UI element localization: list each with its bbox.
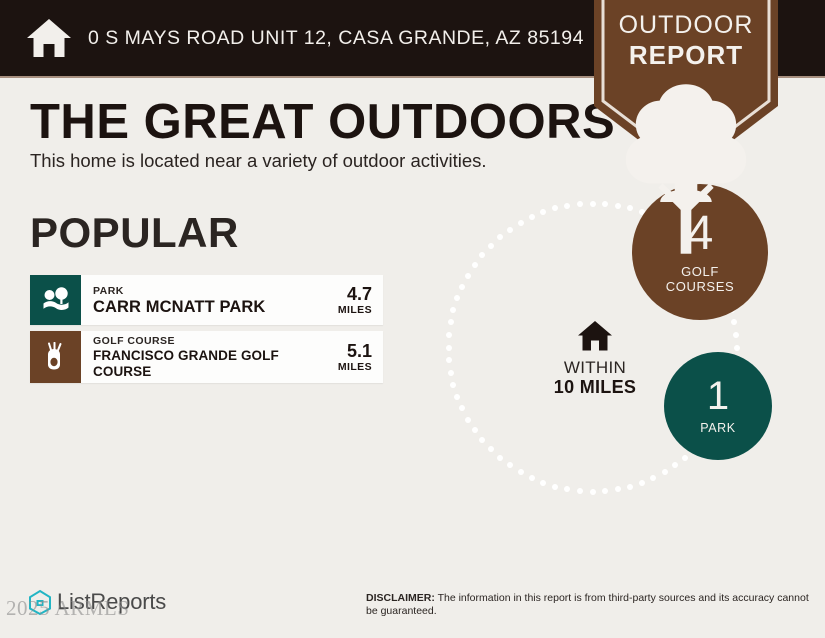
radius-center-label: WITHIN 10 MILES: [528, 320, 662, 398]
ring-dot: [650, 475, 657, 481]
ring-dot: [589, 200, 596, 207]
park-tree-icon: [30, 275, 81, 325]
list-item-distance: 5.1 MILES: [321, 331, 383, 383]
ring-dot: [732, 331, 739, 338]
ring-dot: [496, 454, 503, 461]
listreports-logo-text: ListReports: [57, 589, 167, 614]
list-item-category: GOLF COURSE: [93, 335, 175, 347]
page-subtitle: This home is located near a variety of o…: [30, 150, 487, 171]
ring-dot: [626, 205, 633, 212]
stat-label-line1: GOLF: [681, 264, 719, 279]
radius-line1: WITHIN: [563, 358, 627, 377]
ring-dot: [576, 201, 583, 208]
ring-dot: [589, 488, 596, 495]
ring-dot: [447, 369, 454, 376]
list-item-distance: 4.7 MILES: [321, 275, 383, 325]
ring-dot: [733, 344, 740, 351]
ring-dot: [458, 283, 465, 290]
ring-dot: [626, 483, 633, 490]
header-divider: [0, 76, 825, 78]
list-item-name: CARR MCNATT PARK: [93, 297, 266, 316]
ring-dot: [638, 209, 645, 216]
stat-count: 1: [706, 374, 730, 418]
ring-dot: [479, 251, 486, 258]
armls-watermark: 2025 ARMLS: [6, 596, 130, 620]
list-item-name: FRANCISCO GRANDE GOLF COURSE: [93, 348, 279, 379]
ring-dot: [672, 462, 679, 469]
ring-dot: [614, 202, 621, 209]
ring-dot: [454, 295, 461, 302]
list-item-category: PARK: [93, 284, 124, 297]
ring-dot: [517, 469, 524, 476]
ring-dot: [446, 357, 453, 364]
ring-dot: [576, 487, 583, 494]
disclaimer-text: The information in this report is from t…: [366, 592, 809, 617]
ring-dot: [528, 475, 535, 481]
list-item-body: GOLF COURSE FRANCISCO GRANDE GOLF COURSE: [81, 331, 321, 383]
ring-dot: [458, 405, 465, 412]
list-item[interactable]: PARK CARR MCNATT PARK 4.7 MILES: [30, 275, 383, 325]
radius-line2: 10 MILES: [553, 377, 637, 397]
ring-dot: [552, 205, 559, 212]
section-title-popular: POPULAR: [30, 209, 239, 256]
stat-label: GOLF COURSES: [666, 264, 735, 294]
ring-dot: [506, 462, 513, 469]
popular-list: PARK CARR MCNATT PARK 4.7 MILES GOLF COU…: [30, 275, 383, 389]
ring-dot: [564, 202, 571, 209]
ring-dot: [496, 234, 503, 241]
ring-dot: [614, 486, 621, 493]
ring-dot: [638, 479, 645, 486]
ring-dot: [661, 469, 668, 476]
ring-dot: [446, 331, 453, 338]
ring-dot: [731, 319, 738, 326]
ring-dot: [540, 479, 547, 486]
ring-dot: [602, 487, 609, 494]
page-title: THE GREAT OUTDOORS: [30, 95, 616, 149]
stat-bubble-golf-courses[interactable]: 4 GOLF COURSES: [632, 184, 768, 320]
ring-dot: [487, 446, 494, 453]
ring-dot: [450, 381, 457, 388]
list-item-body: PARK CARR MCNATT PARK: [81, 275, 321, 325]
ring-dot: [471, 261, 478, 268]
property-address: 0 S MAYS ROAD UNIT 12, CASA GRANDE, AZ 8…: [88, 26, 584, 49]
golf-bag-icon: [30, 331, 81, 383]
ring-dot: [602, 201, 609, 208]
stat-label-line2: COURSES: [665, 279, 735, 294]
listreports-house-icon: [29, 589, 51, 616]
ring-dot: [487, 242, 494, 249]
stat-bubble-parks[interactable]: 1 PARK: [664, 352, 772, 460]
ring-dot: [506, 226, 513, 233]
list-item[interactable]: GOLF COURSE FRANCISCO GRANDE GOLF COURSE…: [30, 331, 383, 383]
ring-dot: [454, 393, 461, 400]
distance-value: 4.7: [346, 283, 372, 304]
ring-dot: [447, 319, 454, 326]
disclaimer: DISCLAIMER: The information in this repo…: [366, 592, 814, 618]
outdoor-report-badge: OUTDOOR REPORT: [586, 0, 786, 254]
distance-value: 5.1: [346, 340, 372, 361]
distance-unit: MILES: [337, 360, 372, 373]
listreports-logo[interactable]: ListReports: [26, 588, 166, 616]
distance-unit: MILES: [337, 303, 372, 316]
ring-dot: [564, 486, 571, 493]
ring-dot: [464, 272, 471, 279]
ring-dot: [445, 344, 452, 351]
ring-dot: [540, 209, 547, 216]
ring-dot: [464, 416, 471, 423]
stat-count: 4: [686, 207, 714, 260]
ring-dot: [552, 483, 559, 490]
ring-dot: [450, 307, 457, 314]
ring-dot: [517, 219, 524, 226]
disclaimer-label: DISCLAIMER:: [366, 592, 435, 604]
ring-dot: [682, 454, 689, 461]
ring-dot: [471, 427, 478, 434]
ring-dot: [528, 213, 535, 220]
stat-label: PARK: [700, 421, 736, 435]
badge-shape: [594, 0, 778, 176]
home-icon: [27, 19, 71, 57]
home-icon: [578, 321, 612, 351]
ring-dot: [479, 437, 486, 444]
